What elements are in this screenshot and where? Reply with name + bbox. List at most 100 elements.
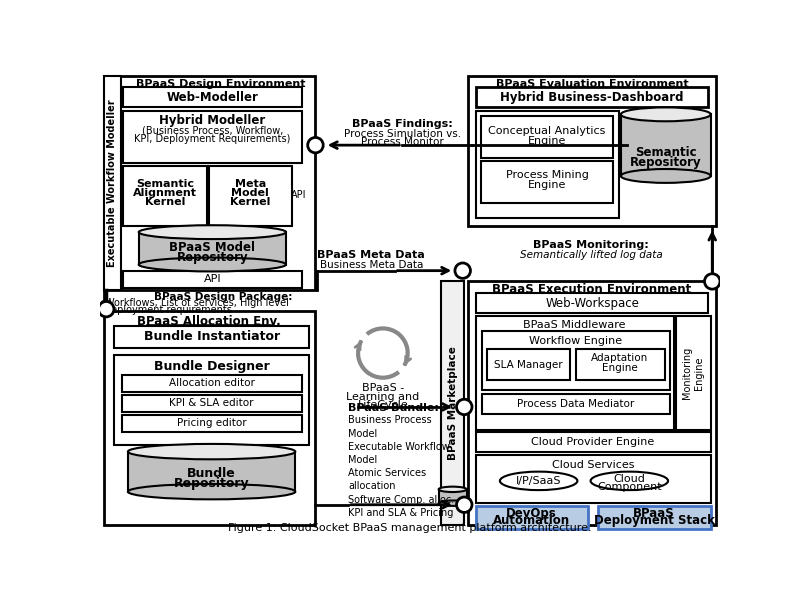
Text: Web-Workspace: Web-Workspace [545, 296, 639, 310]
Text: KPI, Deployment Requirements): KPI, Deployment Requirements) [134, 134, 290, 144]
FancyBboxPatch shape [676, 316, 710, 430]
Text: BPaaS Monitoring:: BPaaS Monitoring: [534, 240, 650, 250]
Ellipse shape [621, 107, 710, 121]
Ellipse shape [621, 169, 710, 183]
Text: Component: Component [597, 482, 662, 492]
FancyBboxPatch shape [468, 76, 716, 226]
Text: Meta: Meta [234, 179, 266, 188]
Circle shape [308, 137, 323, 153]
Text: Business Meta Data: Business Meta Data [319, 260, 423, 270]
Text: Cloud Services: Cloud Services [552, 460, 634, 470]
Text: Semantic: Semantic [635, 146, 697, 160]
Text: Engine: Engine [528, 136, 566, 146]
Ellipse shape [128, 484, 295, 499]
FancyBboxPatch shape [114, 355, 310, 445]
Circle shape [98, 301, 114, 317]
Text: Automation: Automation [493, 514, 570, 527]
FancyBboxPatch shape [476, 110, 619, 218]
Text: Web-Modeller: Web-Modeller [166, 91, 258, 104]
Text: Pricing editor: Pricing editor [177, 418, 246, 428]
Text: Alignment: Alignment [133, 188, 197, 198]
Text: Workflow Engine: Workflow Engine [530, 336, 622, 346]
Text: Process Simulation vs.: Process Simulation vs. [344, 128, 461, 139]
FancyBboxPatch shape [441, 281, 464, 525]
Text: BPaaS Design Package:: BPaaS Design Package: [154, 292, 293, 302]
FancyBboxPatch shape [123, 166, 207, 226]
Circle shape [705, 274, 720, 289]
Text: BPaaS Findings:: BPaaS Findings: [352, 119, 453, 130]
Text: Cloud: Cloud [614, 473, 646, 484]
FancyBboxPatch shape [114, 326, 310, 347]
FancyBboxPatch shape [476, 433, 710, 452]
FancyBboxPatch shape [482, 331, 670, 390]
Text: BPaaS Evaluation Environment: BPaaS Evaluation Environment [496, 79, 689, 89]
Text: BPaaS Middleware: BPaaS Middleware [523, 320, 626, 329]
Text: SLA Manager: SLA Manager [494, 359, 563, 370]
FancyBboxPatch shape [128, 452, 295, 491]
Circle shape [455, 263, 470, 278]
Ellipse shape [438, 487, 466, 492]
Text: Engine: Engine [602, 362, 638, 373]
Text: BPaaS Marketplace: BPaaS Marketplace [448, 346, 458, 460]
FancyBboxPatch shape [104, 76, 121, 290]
Text: Executable Workflow Modeller: Executable Workflow Modeller [107, 99, 118, 266]
Text: Hybrid Modeller: Hybrid Modeller [159, 114, 266, 127]
FancyBboxPatch shape [576, 349, 665, 380]
FancyBboxPatch shape [468, 281, 716, 525]
FancyBboxPatch shape [122, 415, 302, 431]
Text: Allocation editor: Allocation editor [169, 378, 254, 388]
Text: BPaaS Model: BPaaS Model [170, 241, 255, 254]
Text: Process Mining: Process Mining [506, 170, 589, 180]
Text: Workflows, List of services, High level: Workflows, List of services, High level [105, 298, 289, 308]
FancyBboxPatch shape [123, 110, 302, 163]
FancyBboxPatch shape [122, 374, 302, 392]
Text: deployment requirements: deployment requirements [105, 305, 231, 315]
FancyBboxPatch shape [482, 116, 613, 158]
Text: Kernel: Kernel [230, 197, 270, 207]
Text: (Business Process, Workflow,: (Business Process, Workflow, [142, 125, 283, 136]
Text: Bundle: Bundle [187, 467, 236, 481]
Text: API: API [290, 190, 306, 200]
Ellipse shape [128, 444, 295, 460]
Text: BPaaS Bundle:: BPaaS Bundle: [348, 403, 439, 413]
FancyBboxPatch shape [476, 316, 674, 430]
FancyBboxPatch shape [482, 161, 613, 203]
Text: I/P/SaaS: I/P/SaaS [516, 476, 562, 486]
Text: BPaaS -: BPaaS - [362, 383, 404, 394]
Text: BPaaS Execution Environment: BPaaS Execution Environment [493, 283, 692, 296]
Text: Monitoring
Engine: Monitoring Engine [682, 347, 704, 399]
Text: Kernel: Kernel [145, 197, 186, 207]
FancyBboxPatch shape [138, 232, 286, 265]
Text: Learning and: Learning and [346, 392, 419, 402]
Text: Deployment Stack: Deployment Stack [594, 514, 714, 527]
Ellipse shape [138, 257, 286, 271]
Text: Cloud Provider Engine: Cloud Provider Engine [531, 437, 654, 448]
FancyBboxPatch shape [123, 88, 302, 107]
FancyBboxPatch shape [104, 311, 314, 525]
Circle shape [457, 399, 472, 415]
Text: BPaaS Allocation Env.: BPaaS Allocation Env. [138, 315, 281, 328]
FancyBboxPatch shape [482, 394, 670, 414]
Text: Repository: Repository [630, 157, 702, 169]
Text: Conceptual Analytics: Conceptual Analytics [489, 125, 606, 136]
Ellipse shape [138, 225, 286, 239]
FancyBboxPatch shape [104, 76, 314, 290]
FancyBboxPatch shape [122, 395, 302, 412]
Circle shape [457, 497, 472, 512]
Text: Process Data Mediator: Process Data Mediator [518, 399, 634, 409]
FancyBboxPatch shape [123, 271, 302, 287]
Text: KPI & SLA editor: KPI & SLA editor [170, 398, 254, 408]
Text: DevOps: DevOps [506, 507, 557, 520]
Text: BPaaS: BPaaS [634, 507, 675, 520]
Text: Figure 1: CloudSocket BPaaS management platform architecture.: Figure 1: CloudSocket BPaaS management p… [228, 523, 592, 533]
FancyBboxPatch shape [476, 506, 588, 529]
FancyBboxPatch shape [476, 88, 708, 107]
Text: Hybrid Business-Dashboard: Hybrid Business-Dashboard [500, 91, 684, 104]
Text: Model: Model [231, 188, 270, 198]
FancyBboxPatch shape [210, 166, 292, 226]
Text: LifeCycle: LifeCycle [358, 400, 408, 410]
Ellipse shape [438, 500, 466, 506]
Text: Engine: Engine [528, 180, 566, 190]
Text: Process Monitor: Process Monitor [361, 137, 444, 147]
FancyBboxPatch shape [476, 455, 710, 503]
